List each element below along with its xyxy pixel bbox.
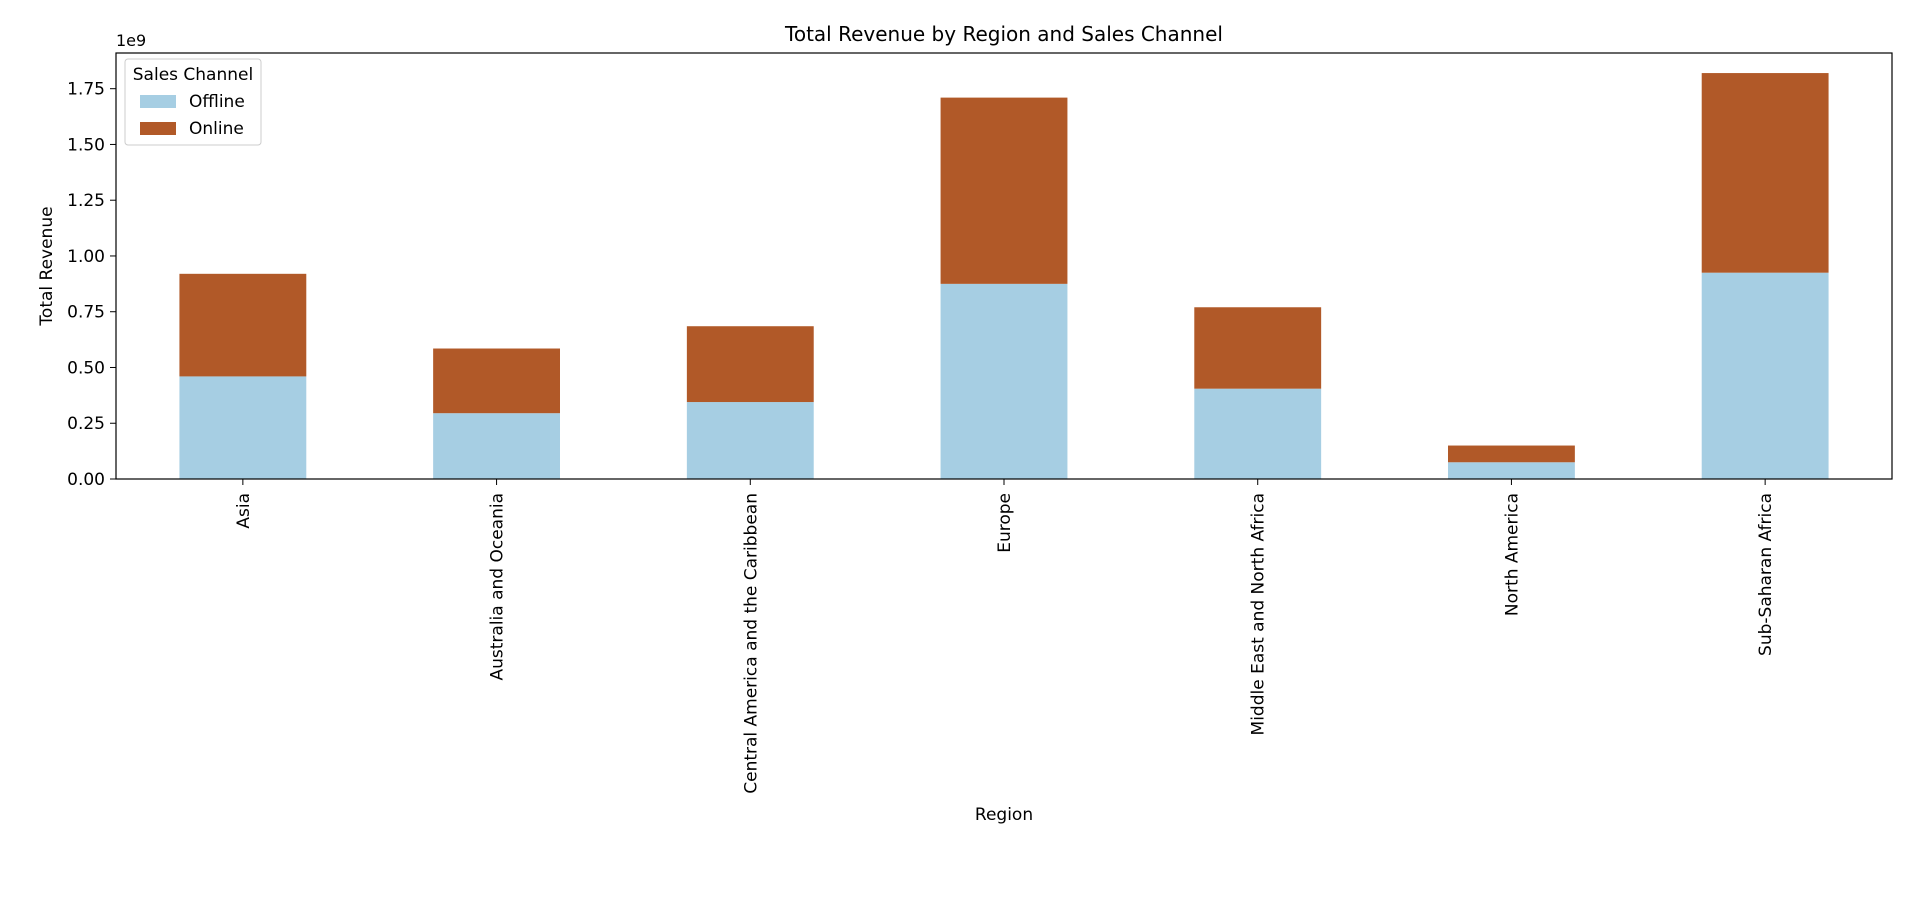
legend-label-online: Online	[189, 119, 244, 139]
x-tick-label: Australia and Oceania	[488, 493, 508, 681]
legend: Sales Channel Offline Online	[124, 58, 262, 146]
legend-title: Sales Channel	[133, 65, 253, 85]
chart-title: Total Revenue by Region and Sales Channe…	[784, 22, 1223, 46]
bar-offline-1	[433, 413, 560, 479]
bar-online-2	[686, 326, 814, 403]
y-tick-label: 1.00	[67, 247, 105, 267]
y-tick-label: 0.25	[67, 414, 105, 434]
bar-offline-3	[940, 283, 1068, 479]
y-tick-label: 1.25	[67, 191, 105, 211]
legend-swatch-online	[140, 122, 176, 135]
bar-offline-4	[1194, 388, 1322, 479]
x-tick-label: North America	[1502, 493, 1522, 616]
bar-online-5	[1448, 445, 1575, 463]
ticks-layer: Asia Australia and Oceania Central America…	[67, 80, 1776, 794]
y-tick-label: 1.75	[67, 80, 105, 100]
bar-offline-6	[1701, 272, 1829, 479]
legend-swatch-offline	[140, 95, 176, 108]
y-axis-label: Total Revenue	[37, 206, 57, 326]
bars-layer	[179, 73, 1829, 479]
x-tick-label: Central America and the Caribbean	[741, 493, 761, 794]
bar-online-6	[1701, 73, 1829, 273]
legend-label-offline: Offline	[189, 92, 245, 112]
x-tick-label: Asia	[234, 493, 254, 529]
bar-offline-2	[686, 402, 814, 479]
x-tick-label: Middle East and North Africa	[1249, 493, 1269, 735]
y-tick-label: 0.50	[67, 358, 105, 378]
y-scale-label: 1e9	[116, 31, 146, 50]
x-tick-label: Europe	[995, 493, 1015, 553]
bar-offline-0	[179, 376, 307, 479]
plot-frame	[115, 52, 1893, 480]
bar-online-0	[179, 273, 307, 377]
bar-online-1	[433, 348, 560, 414]
x-axis-label: Region	[975, 805, 1033, 825]
bar-online-4	[1194, 307, 1322, 389]
x-tick-label: Sub-Saharan Africa	[1756, 493, 1776, 656]
bar-offline-5	[1448, 462, 1575, 479]
y-tick-label: 1.50	[67, 135, 105, 155]
y-tick-label: 0.75	[67, 303, 105, 323]
y-tick-label: 0.00	[67, 470, 105, 490]
bar-online-3	[940, 97, 1068, 284]
